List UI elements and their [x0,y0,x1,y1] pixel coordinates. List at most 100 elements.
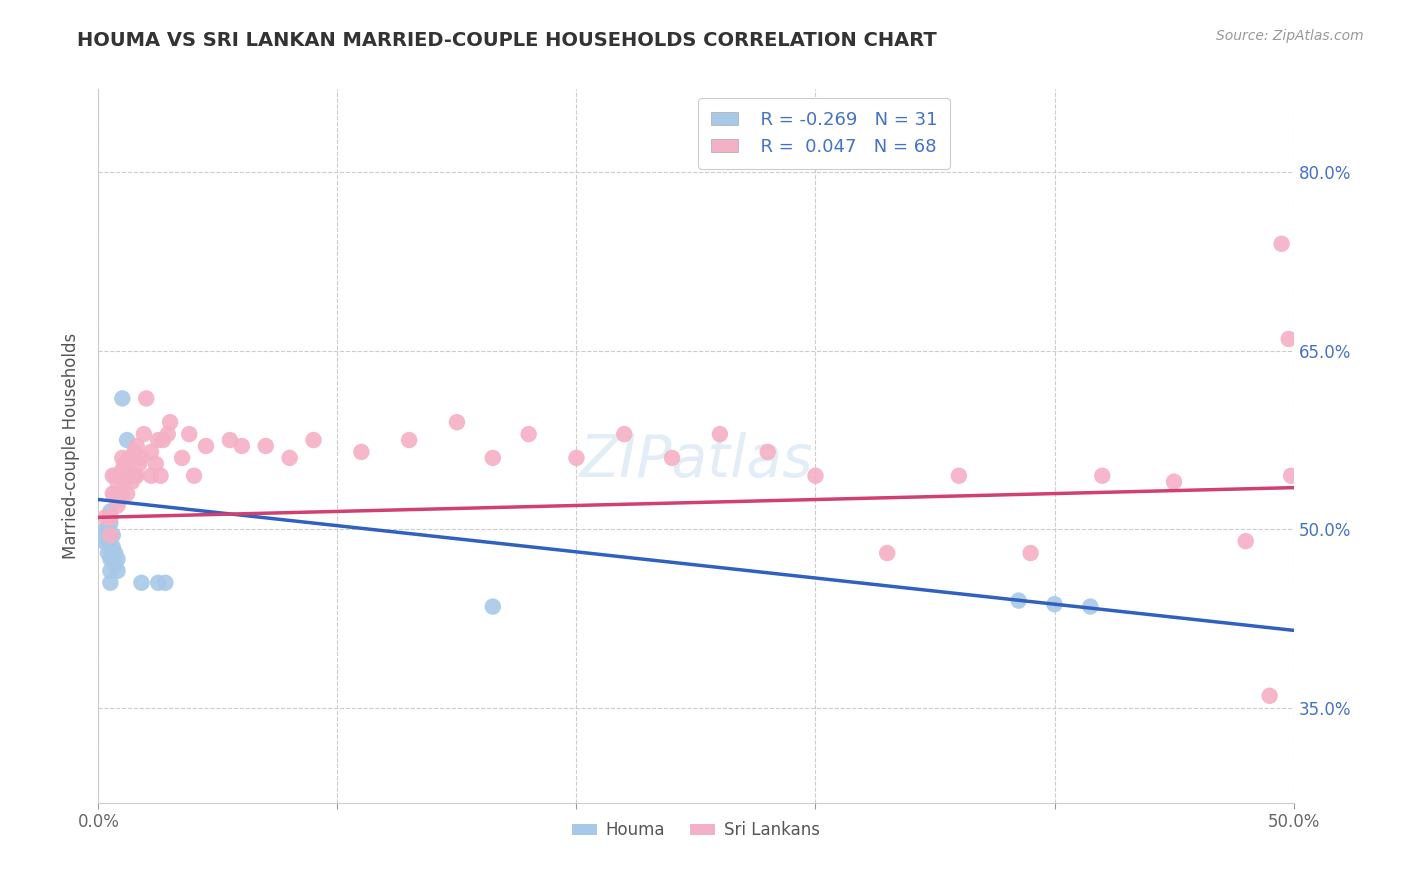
Point [97,546,120,560]
Point [107,499,129,513]
Point [98,540,122,554]
Point [156,427,179,442]
Point [1091,468,1114,483]
Point [661,450,683,465]
Point [148,433,170,447]
Point [121,450,143,465]
Point [108,492,131,507]
Point [111,392,134,406]
Point [948,468,970,483]
Point [195,439,218,453]
Text: HOUMA VS SRI LANKAN MARRIED-COUPLE HOUSEHOLDS CORRELATION CHART: HOUMA VS SRI LANKAN MARRIED-COUPLE HOUSE… [77,31,936,50]
Point [131,575,153,590]
Point [139,445,162,459]
Text: Source: ZipAtlas.com: Source: ZipAtlas.com [1216,29,1364,43]
Point [350,445,373,459]
Point [145,457,167,471]
Point [1258,689,1281,703]
Point [132,427,155,442]
Point [125,468,148,483]
Point [278,450,301,465]
Point [98,528,122,542]
Point [1043,597,1066,611]
Point [121,475,143,489]
Y-axis label: Married-couple Households: Married-couple Households [62,333,80,559]
Point [876,546,898,560]
Point [98,504,122,518]
Point [1234,534,1257,549]
Point [98,552,122,566]
Point [756,445,779,459]
Point [128,457,150,471]
Point [108,468,131,483]
Point [101,468,124,483]
Point [139,468,162,483]
Point [104,486,127,500]
Point [709,427,731,442]
Point [94,522,117,536]
Point [115,486,138,500]
Point [111,450,134,465]
Point [124,468,146,483]
Point [481,450,505,465]
Point [149,468,172,483]
Point [1278,332,1301,346]
Point [114,457,136,471]
Point [104,546,127,560]
Point [124,468,146,483]
Point [481,599,505,614]
Point [1019,546,1042,560]
Point [91,534,114,549]
Point [1163,475,1185,489]
Point [172,450,194,465]
Point [1271,236,1294,251]
Point [159,415,181,429]
Legend: Houma, Sri Lankans: Houma, Sri Lankans [565,814,827,846]
Point [98,564,122,578]
Point [98,510,122,524]
Point [104,558,127,572]
Point [115,463,138,477]
Point [115,433,138,447]
Point [135,392,157,406]
Point [104,468,127,483]
Point [183,468,205,483]
Point [118,468,141,483]
Point [131,450,153,465]
Point [804,468,827,483]
Point [446,415,468,429]
Point [114,475,136,489]
Point [302,433,325,447]
Point [107,475,129,489]
Point [118,468,141,483]
Point [152,433,174,447]
Point [398,433,420,447]
Point [98,528,122,542]
Point [111,463,134,477]
Point [1080,599,1102,614]
Point [124,445,146,459]
Point [101,486,124,500]
Point [517,427,540,442]
Point [254,439,277,453]
Point [613,427,636,442]
Point [148,575,170,590]
Point [565,450,588,465]
Point [118,450,141,465]
Point [101,528,124,542]
Point [219,433,242,447]
Point [1008,593,1031,607]
Point [179,427,201,442]
Point [98,510,122,524]
Text: ZIPatlas: ZIPatlas [579,432,813,489]
Point [125,439,148,453]
Point [1279,468,1302,483]
Point [107,564,129,578]
Point [111,486,134,500]
Point [101,540,124,554]
Point [97,534,120,549]
Point [98,575,122,590]
Point [94,510,117,524]
Point [101,552,124,566]
Point [107,552,129,566]
